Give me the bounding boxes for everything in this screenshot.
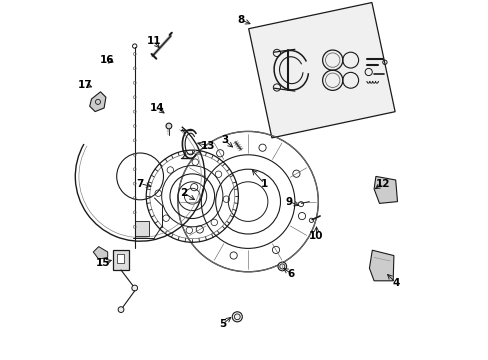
Text: 13: 13 xyxy=(201,141,215,151)
Text: 6: 6 xyxy=(287,269,294,279)
Text: 2: 2 xyxy=(179,188,186,198)
Text: 14: 14 xyxy=(150,103,164,113)
Polygon shape xyxy=(134,221,149,236)
Polygon shape xyxy=(117,254,123,263)
Text: 3: 3 xyxy=(221,135,228,145)
Circle shape xyxy=(132,285,137,291)
Text: 11: 11 xyxy=(146,36,161,46)
Polygon shape xyxy=(93,247,107,259)
Text: 8: 8 xyxy=(237,15,244,25)
Circle shape xyxy=(277,262,286,271)
Text: 9: 9 xyxy=(285,197,292,207)
Text: 4: 4 xyxy=(391,278,399,288)
Text: 7: 7 xyxy=(136,179,143,189)
Polygon shape xyxy=(248,3,394,138)
Text: 16: 16 xyxy=(100,55,114,66)
Text: 5: 5 xyxy=(219,319,226,329)
Circle shape xyxy=(232,312,242,322)
Polygon shape xyxy=(89,92,106,112)
Circle shape xyxy=(166,123,171,129)
Text: 1: 1 xyxy=(260,179,267,189)
Text: 12: 12 xyxy=(375,179,389,189)
Text: 15: 15 xyxy=(96,258,110,268)
Circle shape xyxy=(118,307,123,312)
Text: 10: 10 xyxy=(308,231,323,241)
Polygon shape xyxy=(373,176,397,203)
Text: 17: 17 xyxy=(78,80,93,90)
Polygon shape xyxy=(113,250,129,270)
Polygon shape xyxy=(368,250,393,281)
